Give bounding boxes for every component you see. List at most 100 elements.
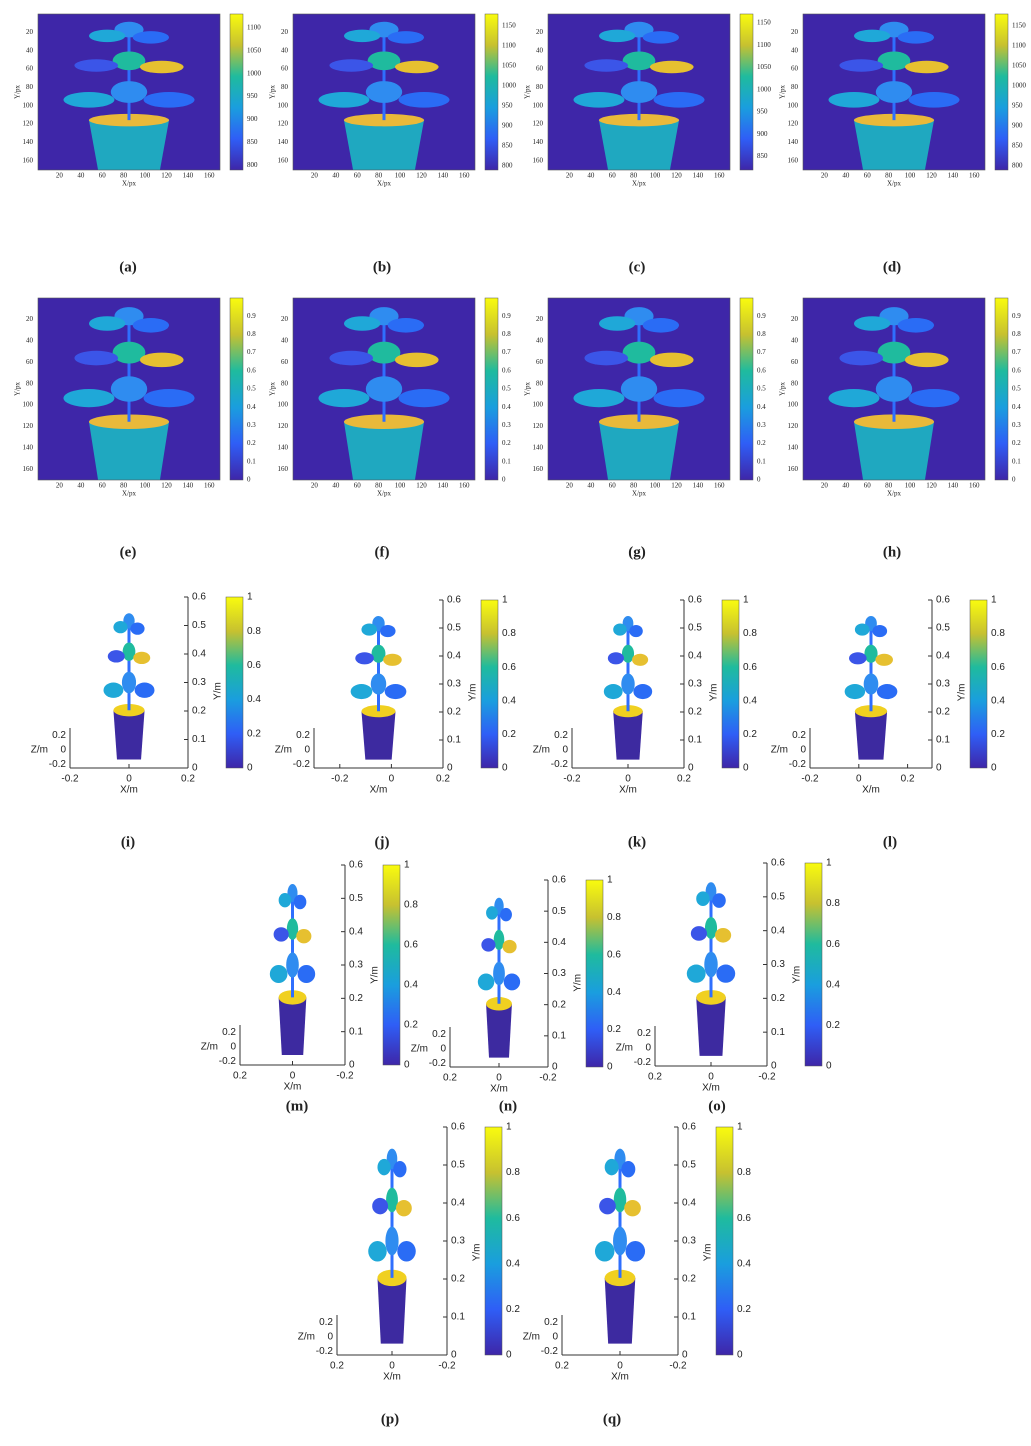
y-tick-label: 100 — [278, 401, 289, 409]
y-tick-label: 40 — [791, 336, 799, 344]
leaf — [599, 316, 635, 331]
colorbar-tick-label: 0.9 — [757, 312, 766, 320]
x-tick-label: 20 — [311, 482, 319, 490]
z-axis-label: Z/m — [523, 1332, 540, 1343]
leaf — [279, 893, 292, 907]
colorbar-tick-label: 0 — [757, 476, 761, 484]
colorbar-tick-label: 0.8 — [502, 330, 511, 338]
z-tick-label: -0.2 — [541, 1346, 559, 1357]
x-tick-label: 0.2 — [443, 1073, 457, 1084]
leaf — [691, 926, 707, 941]
y-tick-label: 0.1 — [447, 735, 461, 746]
leaf — [599, 1198, 616, 1214]
colorbar-tick-label: 0.6 — [737, 1213, 751, 1224]
x-tick-label: -0.2 — [438, 1361, 456, 1372]
pot — [344, 422, 424, 480]
y-tick-label: 0.5 — [771, 891, 785, 902]
x-tick-label: 160 — [204, 482, 215, 490]
colorbar-tick-label: 900 — [1012, 122, 1023, 130]
x-tick-label: 160 — [969, 482, 980, 490]
leaf — [388, 31, 424, 43]
x-tick-label: 100 — [650, 482, 661, 490]
z-tick-label: -0.2 — [429, 1058, 447, 1069]
x-tick-label: 100 — [905, 482, 916, 490]
y-tick-label: 20 — [536, 28, 544, 36]
y-tick-label: 80 — [536, 379, 544, 387]
y-tick-label: 0.3 — [192, 677, 206, 688]
y-tick-label: 0.1 — [771, 1027, 785, 1038]
panel-caption: (a) — [119, 259, 137, 275]
leaf — [63, 389, 114, 407]
panel-caption: (j) — [375, 834, 390, 850]
panel-caption: (e) — [120, 544, 137, 560]
y-tick-label: 0 — [447, 763, 453, 774]
z-tick-label: -0.2 — [634, 1057, 652, 1068]
x-tick-label: 120 — [926, 482, 937, 490]
y-tick-label: 0.2 — [688, 707, 702, 718]
leaf — [629, 625, 642, 637]
x-tick-label: 80 — [375, 482, 383, 490]
x-tick-label: 160 — [714, 172, 725, 180]
leaf — [500, 908, 512, 921]
colorbar-tick-label: 0.8 — [737, 1167, 751, 1178]
panel: (c)8509009501000105011001150204060801001… — [524, 14, 772, 275]
panel-caption: (p) — [381, 1411, 399, 1427]
leaf — [89, 30, 125, 42]
z-tick-label: 0.2 — [637, 1028, 651, 1039]
y-tick-label: 140 — [788, 138, 799, 146]
colorbar — [230, 14, 243, 170]
leaf — [298, 965, 316, 983]
x-axis-label: X/m — [619, 785, 637, 796]
leaf — [89, 316, 125, 331]
colorbar-tick-label: 0.2 — [826, 1020, 840, 1031]
leaf — [74, 59, 118, 71]
panel-caption: (q) — [603, 1411, 621, 1427]
colorbar-tick-label: 950 — [502, 102, 513, 110]
colorbar-tick-label: 0 — [404, 1060, 410, 1071]
x-tick-label: 20 — [56, 172, 64, 180]
colorbar-tick-label: 0.2 — [737, 1304, 751, 1315]
y-tick-label: 0.5 — [192, 620, 206, 631]
x-axis-label: X/px — [122, 490, 137, 498]
colorbar-tick-label: 0.6 — [502, 366, 511, 374]
y-tick-label: 160 — [23, 156, 34, 164]
x-tick-label: 140 — [948, 482, 959, 490]
y-tick-label: 140 — [533, 443, 544, 451]
y-tick-label: 60 — [791, 65, 799, 73]
x-tick-label: 0.2 — [181, 774, 195, 785]
y-tick-label: 0.6 — [349, 860, 363, 871]
z-tick-label: -0.2 — [49, 759, 67, 770]
colorbar-tick-label: 1150 — [1012, 22, 1026, 30]
x-tick-label: 40 — [77, 482, 85, 490]
colorbar-tick-label: 0.2 — [1012, 439, 1021, 447]
colorbar — [740, 298, 753, 480]
y-tick-label: 0.5 — [682, 1160, 696, 1171]
colorbar — [230, 298, 243, 480]
colorbar-tick-label: 0 — [247, 763, 253, 774]
leaf — [595, 1241, 614, 1262]
y-tick-label: 80 — [26, 379, 34, 387]
leaf — [828, 389, 879, 407]
x-tick-label: 0.2 — [648, 1072, 662, 1083]
panel: (g)00.10.20.30.40.50.60.70.80.9204060801… — [524, 298, 767, 560]
colorbar-tick-label: 0.6 — [404, 940, 418, 951]
colorbar-tick-label: 0.2 — [502, 439, 511, 447]
x-tick-label: 0 — [856, 774, 862, 785]
leaf — [274, 927, 289, 941]
colorbar-tick-label: 1150 — [757, 19, 771, 27]
colorbar-tick-label: 800 — [502, 162, 513, 170]
z-tick-label: -0.2 — [293, 759, 311, 770]
pot — [854, 120, 934, 170]
z-tick-label: 0.2 — [792, 730, 806, 741]
y-tick-label: 40 — [281, 46, 289, 54]
x-tick-label: 0.2 — [436, 774, 450, 785]
colorbar-tick-label: 0.4 — [991, 695, 1005, 706]
leaf — [133, 652, 150, 664]
leaf — [654, 389, 705, 407]
x-axis-label: X/px — [887, 490, 902, 498]
x-tick-label: 120 — [416, 172, 427, 180]
pot — [486, 1004, 512, 1058]
leaf — [104, 683, 124, 698]
leaf — [626, 1241, 645, 1262]
leaf — [135, 683, 155, 698]
